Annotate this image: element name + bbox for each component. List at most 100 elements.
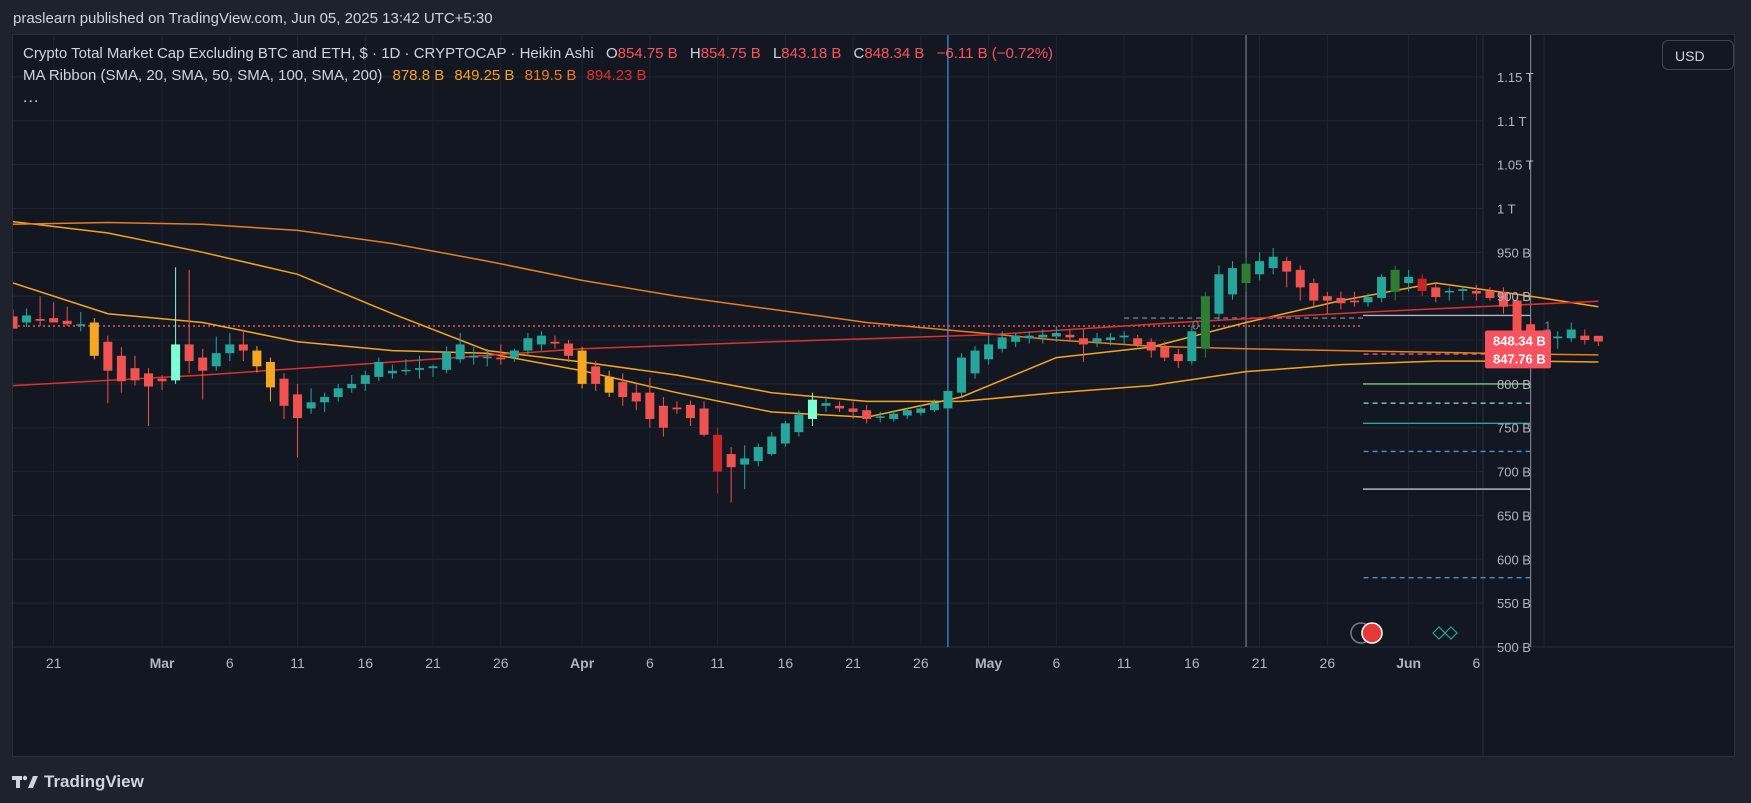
candle-body[interactable] — [157, 378, 167, 382]
more-indicators-button[interactable]: ... — [23, 89, 40, 106]
candle-body[interactable] — [794, 414, 804, 433]
candle-body[interactable] — [658, 405, 668, 428]
candle-body[interactable] — [1119, 335, 1129, 338]
candle-body[interactable] — [144, 373, 153, 387]
candle-body[interactable] — [550, 341, 560, 344]
candle-body[interactable] — [509, 350, 519, 358]
candle-body[interactable] — [1499, 291, 1508, 307]
candle-body[interactable] — [1390, 269, 1400, 292]
candle-body[interactable] — [1444, 290, 1454, 293]
candle-body[interactable] — [415, 368, 424, 370]
candle-body[interactable] — [171, 344, 181, 381]
candle-body[interactable] — [577, 350, 587, 384]
market-status-icon[interactable] — [1432, 626, 1458, 640]
candle-body[interactable] — [1228, 268, 1237, 295]
candle-body[interactable] — [469, 355, 479, 358]
candle-body[interactable] — [333, 388, 343, 398]
candle-body[interactable] — [49, 318, 59, 323]
candle-body[interactable] — [1065, 334, 1075, 338]
candle-body[interactable] — [103, 341, 113, 371]
candle-body[interactable] — [1051, 333, 1061, 337]
candle-body[interactable] — [13, 316, 18, 329]
candle-body[interactable] — [1133, 338, 1143, 345]
candle-body[interactable] — [929, 403, 939, 411]
candle-body[interactable] — [211, 353, 221, 367]
candle-body[interactable] — [428, 366, 438, 369]
candle-body[interactable] — [564, 343, 574, 356]
candle-body[interactable] — [184, 344, 194, 362]
candle-body[interactable] — [848, 408, 858, 412]
candle-body[interactable] — [1038, 334, 1048, 338]
candle-body[interactable] — [442, 352, 452, 370]
candle-body[interactable] — [957, 357, 966, 393]
candle-body[interactable] — [360, 375, 370, 384]
candle-body[interactable] — [916, 408, 926, 413]
candle-body[interactable] — [1458, 289, 1468, 291]
candle-body[interactable] — [1431, 287, 1441, 298]
candle-body[interactable] — [713, 434, 723, 472]
candle-body[interactable] — [970, 350, 980, 374]
candle-body[interactable] — [943, 390, 953, 409]
us-flag-icon[interactable] — [1361, 622, 1383, 644]
candle-body[interactable] — [618, 382, 628, 398]
candle-body[interactable] — [1309, 283, 1319, 301]
candle-body[interactable] — [780, 423, 790, 444]
candle-body[interactable] — [1214, 274, 1224, 314]
candle-body[interactable] — [1295, 269, 1305, 288]
ma-ribbon-legend-row[interactable]: MA Ribbon (SMA, 20, SMA, 50, SMA, 100, S… — [23, 65, 1053, 87]
candle-body[interactable] — [320, 397, 330, 403]
candle-body[interactable] — [1349, 300, 1359, 303]
candle-body[interactable] — [89, 322, 99, 356]
candle-body[interactable] — [1200, 296, 1210, 349]
candle-body[interactable] — [225, 344, 235, 354]
candle-body[interactable] — [1092, 338, 1102, 342]
candle-body[interactable] — [347, 383, 357, 389]
candle-body[interactable] — [726, 454, 736, 468]
candle-body[interactable] — [1241, 263, 1251, 284]
candle-body[interactable] — [1160, 347, 1170, 358]
candle-body[interactable] — [875, 416, 885, 418]
candle-body[interactable] — [767, 436, 777, 455]
candle-body[interactable] — [984, 344, 994, 360]
candle-body[interactable] — [1566, 329, 1576, 339]
candle-body[interactable] — [1024, 335, 1034, 339]
candle-body[interactable] — [265, 361, 275, 388]
candle-body[interactable] — [1417, 278, 1427, 291]
candle-body[interactable] — [35, 318, 45, 321]
candle-body[interactable] — [293, 394, 303, 419]
candle-body[interactable] — [279, 378, 289, 406]
candle-body[interactable] — [1377, 276, 1387, 298]
candle-body[interactable] — [130, 368, 140, 381]
candle-body[interactable] — [387, 370, 397, 374]
candle-body[interactable] — [1011, 335, 1021, 342]
candle-body[interactable] — [699, 408, 709, 435]
candle-body[interactable] — [1173, 354, 1183, 362]
candle-body[interactable] — [821, 403, 831, 406]
candle-body[interactable] — [1336, 297, 1346, 304]
symbol-legend-row[interactable]: Crypto Total Market Cap Excluding BTC an… — [23, 43, 1053, 65]
candle-body[interactable] — [672, 407, 682, 410]
candle-body[interactable] — [1580, 335, 1590, 341]
candle-body[interactable] — [631, 392, 641, 402]
candle-body[interactable] — [997, 337, 1007, 349]
candle-body[interactable] — [1512, 300, 1522, 332]
candle-body[interactable] — [62, 320, 72, 325]
candle-body[interactable] — [1471, 290, 1481, 294]
candle-body[interactable] — [686, 404, 695, 419]
candle-body[interactable] — [523, 338, 533, 351]
candle-body[interactable] — [238, 344, 248, 351]
candle-body[interactable] — [862, 410, 872, 419]
candle-body[interactable] — [1282, 261, 1292, 272]
candle-body[interactable] — [740, 458, 750, 465]
candle-body[interactable] — [1593, 335, 1603, 342]
candle-body[interactable] — [645, 392, 655, 419]
candle-body[interactable] — [401, 369, 411, 372]
candle-body[interactable] — [807, 399, 817, 419]
candle-body[interactable] — [1485, 290, 1495, 298]
candle-body[interactable] — [455, 344, 465, 360]
candle-body[interactable] — [22, 315, 32, 323]
candle-body[interactable] — [536, 335, 546, 345]
candle-body[interactable] — [902, 410, 912, 416]
